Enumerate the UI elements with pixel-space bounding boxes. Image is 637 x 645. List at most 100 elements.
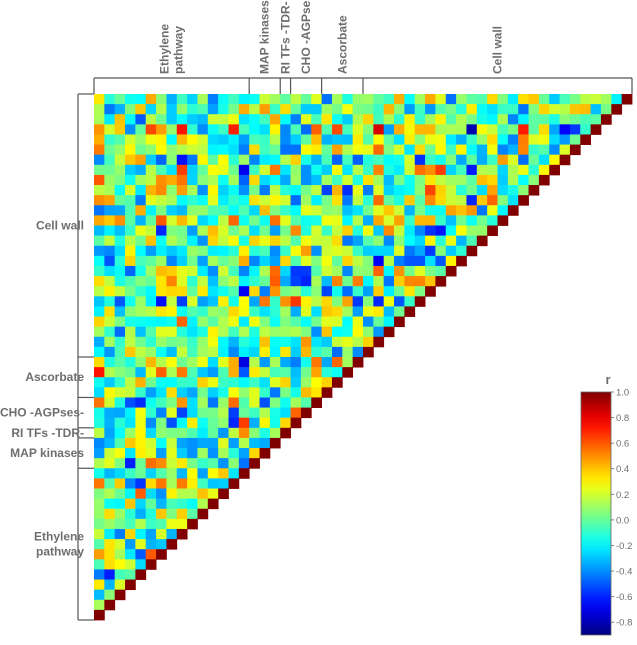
heatmap-cell — [300, 387, 312, 398]
heatmap-cell — [249, 104, 260, 115]
heatmap-cell — [352, 134, 364, 145]
heatmap-cell — [187, 215, 198, 226]
heatmap-cell — [300, 104, 312, 115]
heatmap-cell — [197, 296, 209, 307]
heatmap-cell — [321, 225, 333, 237]
top-group-label-text: Ethylene — [158, 24, 172, 74]
heatmap-cell — [259, 276, 271, 287]
heatmap-cell — [114, 296, 126, 307]
heatmap-cell — [269, 265, 281, 277]
heatmap-cell — [383, 276, 395, 287]
heatmap-cell — [580, 104, 592, 115]
heatmap-cell — [166, 144, 178, 156]
heatmap-cell — [238, 174, 250, 186]
heatmap-cell — [156, 427, 167, 439]
heatmap-cell — [342, 316, 354, 328]
top-group-label-text: Cell wall — [491, 26, 505, 74]
heatmap-cell — [290, 357, 302, 368]
heatmap-cell — [145, 397, 157, 408]
heatmap-cell — [507, 174, 519, 186]
heatmap-cell — [549, 104, 560, 115]
heatmap-cell — [342, 367, 354, 378]
heatmap-cell — [218, 215, 229, 226]
heatmap-cell — [300, 235, 312, 247]
heatmap-cell — [580, 94, 592, 105]
heatmap-cell — [114, 195, 126, 206]
heatmap-cell — [414, 154, 426, 166]
heatmap-cell — [249, 124, 260, 135]
heatmap-cell — [114, 417, 126, 429]
heatmap-cell — [280, 306, 291, 317]
heatmap-cell — [197, 306, 209, 317]
heatmap-cell — [104, 174, 116, 186]
heatmap-cell — [114, 205, 126, 216]
heatmap-cell — [156, 144, 167, 156]
heatmap-cell — [290, 185, 302, 196]
heatmap-cell — [352, 215, 364, 226]
heatmap-cell — [166, 154, 178, 166]
heatmap-cell — [228, 94, 240, 105]
heatmap-cell — [135, 569, 147, 580]
heatmap-cell — [269, 316, 281, 328]
heatmap-cell — [125, 407, 136, 419]
heatmap-cell — [435, 276, 447, 287]
heatmap-cell — [228, 296, 240, 307]
heatmap-cell — [269, 326, 281, 338]
heatmap-cell — [342, 174, 354, 186]
heatmap-cell — [187, 316, 198, 328]
colorbar-tick-label: 0.4 — [616, 464, 629, 475]
heatmap-cell — [114, 397, 126, 408]
heatmap-cell — [125, 478, 136, 489]
heatmap-cell — [300, 326, 312, 338]
heatmap-cell — [125, 346, 136, 358]
heatmap-cell — [445, 94, 457, 105]
heatmap-cell — [125, 508, 136, 520]
heatmap-cell — [218, 407, 229, 419]
heatmap-cell — [104, 215, 116, 226]
heatmap-cell — [456, 195, 467, 206]
heatmap-cell — [249, 367, 260, 378]
heatmap-cell — [280, 94, 291, 105]
heatmap-cell — [290, 276, 302, 287]
heatmap-cell — [300, 255, 312, 267]
heatmap-cell — [404, 124, 416, 135]
heatmap-cell — [166, 478, 178, 489]
heatmap-cell — [497, 154, 509, 166]
heatmap-cell — [342, 104, 354, 115]
heatmap-cell — [125, 579, 136, 591]
heatmap-cell — [166, 205, 178, 216]
heatmap-cell — [290, 195, 302, 206]
heatmap-cell — [249, 417, 260, 429]
heatmap-cell — [176, 164, 188, 176]
heatmap-cell — [94, 397, 105, 408]
heatmap-cell — [114, 114, 126, 125]
heatmap-cell — [218, 437, 229, 449]
heatmap-cell — [259, 245, 271, 257]
heatmap-cell — [352, 154, 364, 166]
heatmap-cell — [290, 407, 302, 419]
heatmap-cell — [280, 316, 291, 328]
heatmap-cell — [228, 346, 240, 358]
heatmap-cell — [249, 235, 260, 247]
colorbar-tick-label: 0.0 — [616, 515, 629, 526]
heatmap-cell — [435, 154, 447, 166]
heatmap-cell — [166, 104, 178, 115]
heatmap-cell — [207, 235, 219, 247]
heatmap-cell — [187, 437, 198, 449]
heatmap-cell — [187, 114, 198, 125]
heatmap-cell — [238, 387, 250, 398]
heatmap-cell — [425, 215, 436, 226]
heatmap-cell — [135, 367, 147, 378]
heatmap-cell — [125, 326, 136, 338]
heatmap-cell — [435, 164, 447, 176]
heatmap-cell — [207, 367, 219, 378]
heatmap-cell — [249, 164, 260, 176]
heatmap-cell — [559, 114, 571, 125]
heatmap-cell — [300, 185, 312, 196]
heatmap-cell — [363, 326, 374, 338]
heatmap-cell — [176, 265, 188, 277]
heatmap-cell — [311, 255, 323, 267]
colorbar: r 1.0 0.8 0.6 0.4 0.2 0.0 -0.2 -0.4 -0.6 -0.8 — [580, 372, 632, 636]
heatmap-cell — [238, 245, 250, 257]
